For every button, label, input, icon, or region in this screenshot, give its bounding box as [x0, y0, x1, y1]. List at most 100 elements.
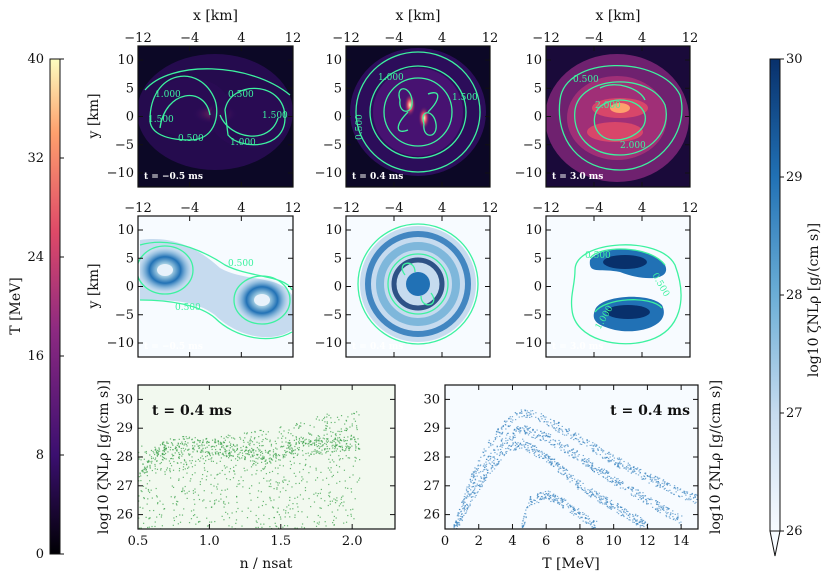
scatter-temperature-point — [659, 484, 661, 486]
scatter-temperature-point — [457, 524, 459, 526]
scatter-temperature-point — [577, 479, 579, 481]
scatter-temperature-point — [555, 463, 558, 465]
scatter-density-point — [306, 516, 309, 518]
scatter-temperature-point — [610, 459, 612, 462]
scatter-density-point — [292, 450, 294, 452]
scatter-density-point — [263, 458, 265, 460]
scatter-temperature-point — [657, 482, 659, 484]
scatter-density-point — [247, 450, 250, 452]
scatter-temperature-point — [656, 501, 659, 503]
top-panel-xtick-label: −4 — [384, 31, 403, 46]
scatter-temperature-point — [636, 468, 638, 470]
scatter-temperature-point — [497, 429, 499, 431]
scatter-temperature-point — [500, 445, 502, 447]
scatter-density-point — [138, 517, 140, 519]
scatter-temperature-point — [490, 467, 493, 469]
scatter-temperature-point — [576, 450, 578, 452]
scatter-density-point — [288, 439, 291, 442]
scatter-temperature-point — [677, 513, 679, 515]
scatter-density-point — [317, 514, 319, 517]
scatter-density-point — [165, 469, 168, 471]
scatter-temperature-point — [556, 500, 559, 502]
scatter-temperature-point — [468, 487, 471, 490]
scatter-density-point — [314, 439, 316, 441]
scatter-density-point — [348, 449, 350, 451]
svg-text:0.500: 0.500 — [228, 259, 254, 269]
scatter-density-point — [289, 516, 291, 518]
scatter-density-point — [165, 447, 167, 449]
scatter-density-point — [184, 460, 186, 462]
scatter-density-point — [300, 422, 302, 424]
scatter-density-point — [298, 442, 300, 444]
scatter-density-point — [358, 414, 360, 416]
scatter-density-point — [285, 441, 287, 443]
scatter-density-point — [176, 500, 178, 502]
scatter-density-point — [239, 436, 241, 439]
scatter-density-point — [228, 455, 231, 457]
scatter-density-point — [248, 449, 251, 451]
scatter-density-point — [319, 440, 321, 442]
scatter-temperature-point — [463, 499, 465, 501]
scatter-density-point — [345, 448, 347, 450]
scatter-temperature-point — [529, 499, 531, 501]
scatter-temperature-point — [568, 428, 570, 430]
scatter-temperature-point — [592, 520, 595, 522]
scatter-temperature-point — [541, 498, 543, 500]
scatter-temperature-point — [526, 410, 528, 412]
scatter-density-point — [346, 428, 348, 430]
scatter-temperature-point — [637, 489, 639, 491]
scatter-density-point — [196, 450, 198, 452]
svg-text:1.000: 1.000 — [155, 90, 181, 100]
scatter-temperature-point — [650, 480, 653, 482]
scatter-density-point — [341, 440, 343, 442]
scatter-temperature-point — [496, 463, 498, 465]
scatter-density-point — [334, 499, 337, 501]
scatter-temperature-point — [631, 490, 634, 492]
scatter-density-point — [264, 466, 266, 468]
scatter-temperature-point — [636, 467, 639, 469]
scatter-temperature-point — [618, 480, 621, 482]
scatter-xtick-label: 6 — [542, 534, 550, 549]
scatter-temperature-point — [681, 491, 684, 493]
scatter-temperature-point — [585, 491, 587, 493]
scatter-temperature-point — [485, 463, 488, 465]
scatter-density-point — [285, 510, 287, 512]
scatter-density-point — [196, 451, 198, 453]
scatter-density-point — [247, 441, 249, 443]
scatter-temperature-point — [582, 441, 584, 444]
scatter-temperature-point — [651, 479, 653, 481]
scatter-temperature-point — [481, 486, 483, 488]
scatter-temperature-point — [469, 494, 471, 496]
scatter-temperature-point — [618, 482, 620, 484]
scatter-temperature-point — [529, 426, 531, 429]
mid-panel-time-label: t = 0.4 ms — [352, 342, 403, 352]
scatter-density-point — [164, 447, 167, 449]
scatter-temperature-point — [525, 412, 528, 414]
scatter-density-point — [345, 521, 348, 523]
scatter-temperature-point — [627, 510, 629, 513]
scatter-temperature-point — [544, 456, 546, 458]
scatter-density-point — [207, 452, 209, 454]
svg-text:0.500: 0.500 — [585, 251, 611, 261]
scatter-density-point — [240, 476, 242, 478]
scatter-temperature-point — [473, 474, 475, 476]
scatter-density-point — [178, 456, 180, 459]
scatter-temperature-point — [523, 429, 525, 432]
scatter-temperature-point — [673, 493, 675, 495]
scatter-temperature-point — [474, 470, 476, 472]
scatter-density-point — [309, 444, 312, 446]
scatter-temperature-point — [512, 433, 514, 435]
scatter-temperature-point — [521, 444, 523, 446]
scatter-density-point — [147, 460, 150, 463]
scatter-temperature-point — [593, 526, 595, 529]
scatter-density-point — [349, 426, 351, 428]
scatter-density-point — [325, 440, 328, 442]
scatter-density-point — [356, 428, 358, 431]
scatter-density-point — [357, 438, 359, 440]
scatter-density-point — [198, 447, 200, 449]
scatter-temperature-point — [582, 482, 584, 484]
scatter-temperature-point — [592, 521, 595, 523]
scatter-density-point — [188, 437, 190, 440]
scatter-density-point — [241, 525, 243, 527]
scatter-temperature-point — [477, 460, 480, 462]
